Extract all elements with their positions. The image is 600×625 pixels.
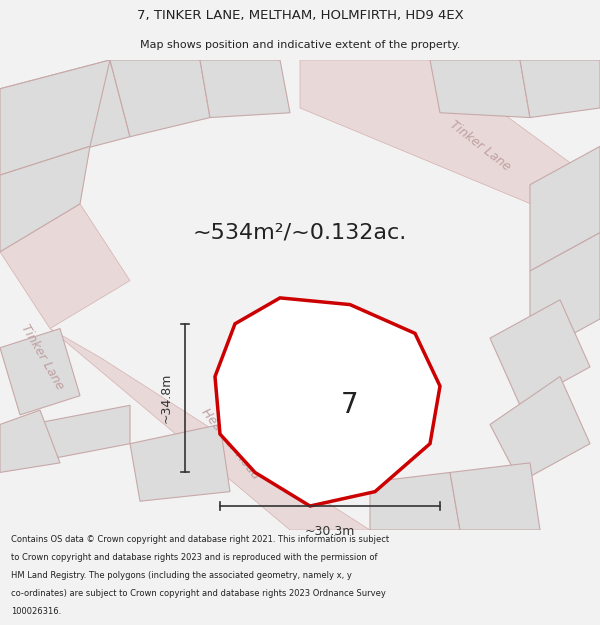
Text: co-ordinates) are subject to Crown copyright and database rights 2023 Ordnance S: co-ordinates) are subject to Crown copyr… bbox=[11, 589, 386, 598]
Text: 100026316.: 100026316. bbox=[11, 607, 61, 616]
Polygon shape bbox=[530, 146, 600, 271]
Polygon shape bbox=[215, 298, 440, 506]
Polygon shape bbox=[0, 146, 90, 252]
Polygon shape bbox=[110, 60, 210, 137]
Text: Tinker Lane: Tinker Lane bbox=[447, 119, 513, 174]
Text: 7, TINKER LANE, MELTHAM, HOLMFIRTH, HD9 4EX: 7, TINKER LANE, MELTHAM, HOLMFIRTH, HD9 … bbox=[137, 9, 463, 21]
Polygon shape bbox=[530, 232, 600, 358]
Text: Map shows position and indicative extent of the property.: Map shows position and indicative extent… bbox=[140, 40, 460, 50]
Polygon shape bbox=[490, 300, 590, 405]
Polygon shape bbox=[430, 60, 530, 118]
Polygon shape bbox=[490, 376, 590, 482]
Polygon shape bbox=[0, 329, 80, 415]
Text: HM Land Registry. The polygons (including the associated geometry, namely x, y: HM Land Registry. The polygons (includin… bbox=[11, 571, 352, 580]
Polygon shape bbox=[0, 204, 130, 329]
Polygon shape bbox=[0, 60, 130, 166]
Text: to Crown copyright and database rights 2023 and is reproduced with the permissio: to Crown copyright and database rights 2… bbox=[11, 552, 377, 562]
Polygon shape bbox=[0, 410, 60, 472]
Text: ~534m²/~0.132ac.: ~534m²/~0.132ac. bbox=[193, 222, 407, 243]
Polygon shape bbox=[50, 329, 370, 530]
Polygon shape bbox=[0, 60, 110, 175]
Text: Heather Road: Heather Road bbox=[199, 406, 262, 482]
Polygon shape bbox=[520, 60, 600, 118]
Text: Tinker Lane: Tinker Lane bbox=[18, 322, 66, 392]
Polygon shape bbox=[200, 60, 290, 118]
Text: ~34.8m: ~34.8m bbox=[160, 373, 173, 423]
Polygon shape bbox=[450, 463, 540, 530]
Polygon shape bbox=[370, 472, 460, 530]
Polygon shape bbox=[300, 60, 600, 233]
Text: 7: 7 bbox=[341, 391, 359, 419]
Text: Contains OS data © Crown copyright and database right 2021. This information is : Contains OS data © Crown copyright and d… bbox=[11, 535, 389, 544]
Text: ~30.3m: ~30.3m bbox=[305, 525, 355, 538]
Polygon shape bbox=[30, 405, 130, 463]
Polygon shape bbox=[130, 424, 230, 501]
